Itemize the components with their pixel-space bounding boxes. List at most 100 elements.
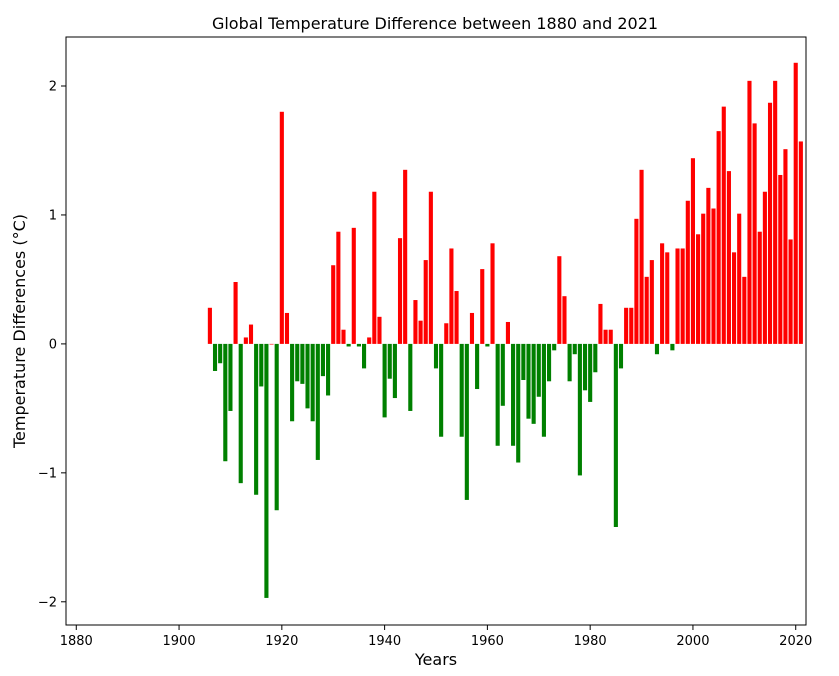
bar-1961 bbox=[490, 243, 495, 344]
bar-1926 bbox=[310, 343, 315, 422]
bar-1979 bbox=[582, 343, 588, 391]
bar-1977 bbox=[572, 343, 577, 355]
bar-1913 bbox=[243, 337, 248, 344]
bar-1968 bbox=[526, 343, 531, 419]
bar-1963 bbox=[500, 343, 505, 406]
bar-2007 bbox=[726, 171, 731, 344]
bar-1956 bbox=[464, 343, 469, 500]
bar-1948 bbox=[423, 260, 428, 344]
bar-1973 bbox=[552, 343, 557, 351]
bar-1996 bbox=[670, 343, 675, 351]
bar-2010 bbox=[742, 276, 747, 344]
bar-1970 bbox=[536, 343, 541, 397]
bar-1969 bbox=[531, 343, 536, 424]
bar-1955 bbox=[459, 343, 464, 437]
bar-1936 bbox=[362, 343, 367, 369]
bar-1949 bbox=[428, 191, 433, 344]
bar-1920 bbox=[279, 111, 284, 344]
bar-2012 bbox=[752, 123, 757, 344]
bar-1967 bbox=[521, 343, 526, 380]
bar-2014 bbox=[762, 191, 767, 344]
bar-1923 bbox=[295, 343, 300, 382]
bar-1942 bbox=[392, 343, 397, 399]
bar-1954 bbox=[454, 291, 459, 344]
x-tick-label: 1960 bbox=[471, 634, 504, 649]
bar-1939 bbox=[377, 316, 382, 344]
bar-1909 bbox=[223, 343, 228, 462]
bar-2009 bbox=[737, 213, 742, 344]
bar-1972 bbox=[547, 343, 552, 382]
bar-1971 bbox=[541, 343, 546, 437]
bar-1950 bbox=[433, 343, 439, 369]
bar-1927 bbox=[315, 343, 320, 460]
bar-2013 bbox=[757, 231, 762, 344]
bar-2001 bbox=[696, 234, 701, 344]
bar-2011 bbox=[747, 80, 752, 344]
bar-2006 bbox=[721, 106, 726, 344]
bar-1962 bbox=[495, 343, 500, 446]
bar-1995 bbox=[665, 252, 670, 344]
bar-1978 bbox=[577, 343, 582, 476]
bar-1917 bbox=[264, 343, 269, 598]
y-tick-label: 0 bbox=[49, 337, 57, 352]
bar-1908 bbox=[218, 343, 223, 364]
bar-1990 bbox=[639, 169, 644, 344]
bar-1997 bbox=[675, 248, 680, 344]
bar-1976 bbox=[567, 343, 572, 382]
bar-1922 bbox=[290, 343, 295, 422]
bar-1998 bbox=[680, 248, 685, 344]
bar-2002 bbox=[701, 213, 706, 344]
bar-1987 bbox=[624, 307, 629, 344]
bar-1994 bbox=[660, 243, 665, 344]
bar-1951 bbox=[439, 343, 444, 437]
bar-1966 bbox=[516, 343, 521, 463]
bar-1989 bbox=[634, 218, 639, 344]
bar-1988 bbox=[629, 307, 634, 344]
bar-1919 bbox=[274, 343, 279, 511]
bar-1993 bbox=[654, 343, 660, 355]
bar-1934 bbox=[351, 227, 356, 344]
bar-1933 bbox=[346, 343, 351, 347]
bar-1912 bbox=[238, 343, 243, 484]
x-tick-label: 1920 bbox=[265, 634, 298, 649]
x-axis-title: Years bbox=[414, 650, 457, 669]
x-tick-label: 1980 bbox=[574, 634, 607, 649]
bar-1983 bbox=[603, 329, 608, 344]
bar-2020 bbox=[793, 62, 798, 344]
bar-1932 bbox=[341, 329, 346, 344]
bar-1925 bbox=[305, 343, 310, 409]
bar-1937 bbox=[367, 337, 372, 344]
bar-2015 bbox=[767, 102, 773, 344]
bar-1907 bbox=[212, 343, 218, 371]
bar-1959 bbox=[480, 269, 485, 344]
bar-1929 bbox=[326, 343, 331, 396]
chart-title: Global Temperature Difference between 18… bbox=[212, 14, 658, 33]
bar-series bbox=[207, 62, 803, 598]
bar-1958 bbox=[475, 343, 480, 390]
bar-1943 bbox=[397, 238, 403, 344]
x-axis-ticks: 1880 1900 1920 1940 1960 1980 2000 2020 bbox=[60, 625, 812, 649]
y-tick-label: 1 bbox=[49, 208, 57, 223]
bar-2016 bbox=[773, 80, 778, 344]
bar-2003 bbox=[706, 187, 711, 344]
bar-1946 bbox=[413, 300, 418, 344]
x-tick-label: 2000 bbox=[676, 634, 709, 649]
bar-1914 bbox=[248, 324, 254, 344]
plot-area-frame bbox=[65, 36, 807, 626]
bar-1960 bbox=[485, 343, 490, 347]
bar-2008 bbox=[732, 252, 737, 344]
bar-1924 bbox=[300, 343, 305, 384]
bar-1935 bbox=[356, 343, 361, 347]
bar-1916 bbox=[259, 343, 264, 387]
bar-1999 bbox=[685, 200, 690, 344]
bar-1906 bbox=[207, 307, 212, 344]
bar-2017 bbox=[778, 174, 783, 344]
x-tick-label: 2020 bbox=[779, 634, 812, 649]
bar-2000 bbox=[690, 158, 695, 344]
bar-1981 bbox=[593, 343, 598, 373]
y-tick-label: 2 bbox=[49, 80, 57, 95]
y-tick-label: −2 bbox=[38, 595, 57, 610]
bar-1992 bbox=[649, 260, 654, 344]
bar-1915 bbox=[254, 343, 259, 495]
